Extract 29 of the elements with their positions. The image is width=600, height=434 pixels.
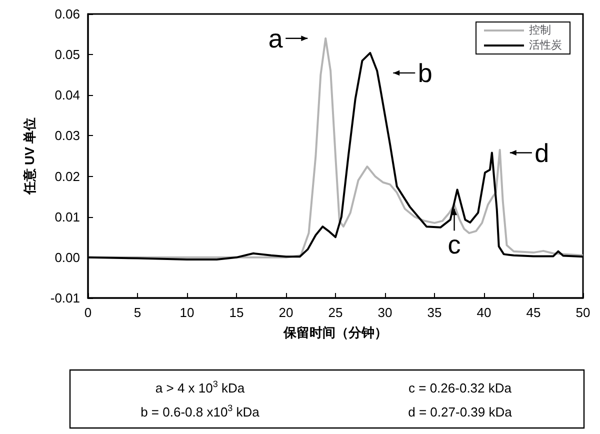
legend-label: 活性炭 [529,38,562,52]
y-tick-label: 0.06 [54,6,80,22]
text: d = 0.27-0.39 kDa [408,404,513,420]
x-tick-label: 30 [378,305,392,320]
x-tick-label: 25 [328,305,343,320]
y-tick-label: 0.03 [54,128,80,144]
y-tick-label: 0.00 [54,250,80,265]
text: c = 0.26-0.32 kDa [408,380,512,396]
x-tick-label: 20 [278,305,294,320]
y-tick-label: 0.01 [54,209,80,224]
annotation: a [268,23,284,54]
x-tick-label: 0 [84,305,92,320]
x-tick-label: 15 [229,305,244,320]
y-tick-label: -0.01 [50,290,80,306]
x-axis-title: 保留时间（分钟） [282,325,388,340]
y-axis-title: 任意 UV 单位 [22,117,37,196]
y-tick-label: 0.04 [54,88,80,103]
x-tick-label: 35 [427,305,442,320]
x-tick-label: 5 [134,305,142,320]
annotation: d [534,138,550,168]
y-tick-label: 0.05 [54,47,80,62]
x-tick-label: 50 [576,305,590,320]
legend-label: 控制 [529,24,551,36]
annotation: c [448,230,461,260]
x-tick-label: 45 [526,305,541,320]
annotation: b [418,58,432,88]
y-tick-label: 0.02 [54,168,80,184]
x-tick-label: 40 [476,305,492,320]
x-tick-label: 10 [180,305,194,320]
